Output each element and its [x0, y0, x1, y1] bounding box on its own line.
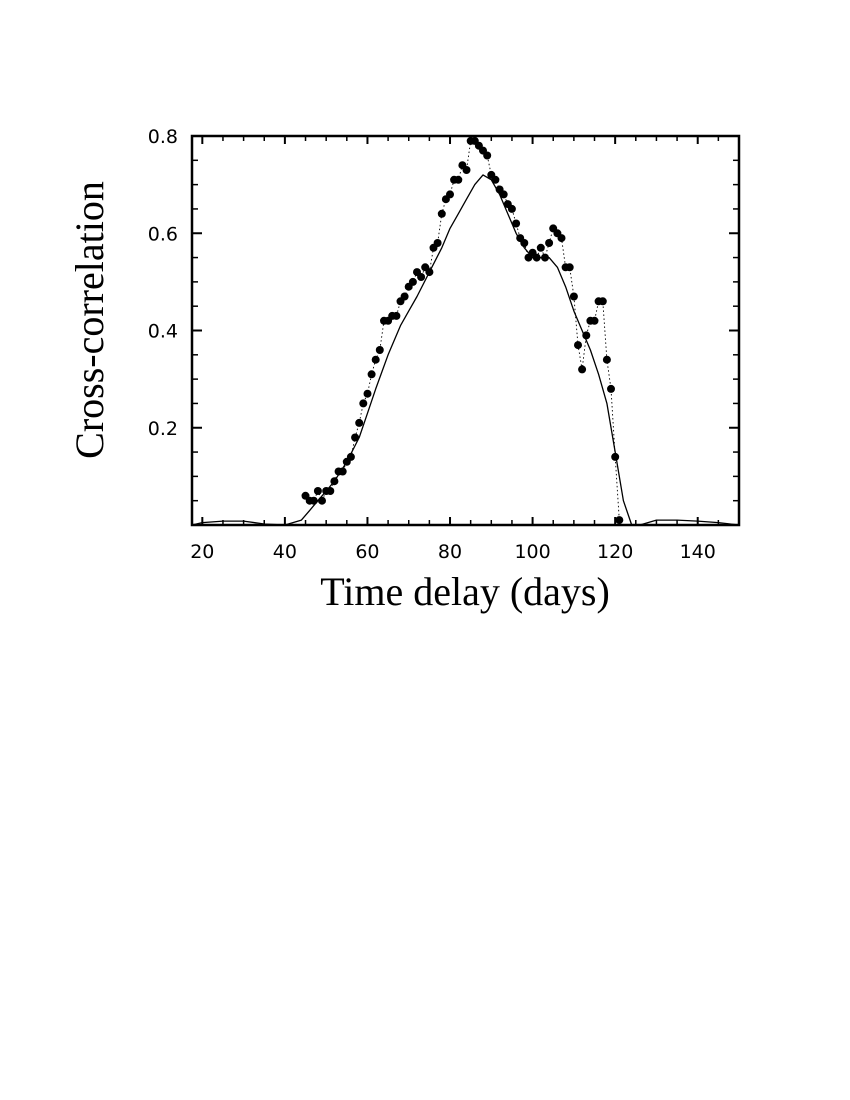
data-point	[578, 365, 587, 374]
data-point	[338, 467, 347, 476]
data-point	[346, 452, 355, 461]
smooth-curve-line	[191, 174, 740, 526]
data-point	[309, 496, 318, 505]
data-point	[545, 239, 554, 247]
data-point	[541, 253, 549, 262]
x-tick-label: 40	[273, 541, 297, 563]
x-tick-label: 20	[190, 541, 214, 563]
data-point	[375, 346, 384, 354]
data-point	[491, 175, 500, 184]
data-point	[574, 341, 582, 350]
data-point	[602, 355, 611, 364]
data-point	[446, 190, 454, 199]
x-tick-label: 100	[514, 541, 550, 563]
x-tick-label: 140	[680, 541, 716, 563]
data-point	[520, 239, 529, 247]
data-point	[417, 273, 426, 281]
data-point	[607, 384, 615, 393]
data-point	[615, 516, 624, 525]
data-points	[301, 136, 624, 525]
data-curves	[191, 140, 740, 526]
data-point	[557, 234, 566, 243]
data-point	[400, 292, 409, 301]
data-point	[532, 253, 541, 262]
data-point	[507, 204, 516, 213]
data-point	[392, 311, 401, 320]
y-tick-label: 0.2	[148, 418, 178, 440]
data-point	[318, 496, 326, 505]
data-point	[326, 487, 335, 495]
data-point	[313, 487, 322, 495]
axis-ticks	[192, 135, 740, 525]
data-point	[590, 316, 599, 325]
y-tick-label: 0.8	[148, 126, 178, 148]
data-point	[367, 370, 376, 379]
axis-tick-labels: 20 40 60 80 100 120 140 0.2 0.4 0.6 0.8	[148, 126, 716, 563]
data-point	[351, 433, 360, 442]
data-point	[330, 477, 339, 486]
data-point	[483, 151, 492, 160]
data-point	[536, 243, 545, 252]
data-point	[433, 239, 442, 247]
data-point	[565, 263, 574, 272]
data-point	[569, 292, 578, 301]
x-axis-label: Time delay (days)	[320, 569, 610, 614]
data-point	[598, 297, 607, 306]
data-point	[462, 166, 471, 174]
data-point	[363, 389, 372, 398]
data-point	[425, 268, 434, 277]
data-point	[408, 277, 417, 286]
y-tick-label: 0.6	[148, 223, 178, 245]
data-point	[582, 331, 591, 340]
x-tick-label: 120	[597, 541, 633, 563]
dotted-connecting-line	[305, 140, 620, 521]
data-point	[512, 219, 521, 228]
data-point	[437, 209, 446, 218]
data-point	[499, 190, 508, 199]
data-point	[454, 175, 463, 184]
data-point	[611, 452, 620, 461]
y-axis-label: Cross-correlation	[67, 181, 112, 459]
y-tick-label: 0.4	[148, 321, 178, 343]
data-point	[359, 399, 368, 408]
x-tick-label: 80	[438, 541, 462, 563]
x-tick-label: 60	[355, 541, 379, 563]
data-point	[355, 418, 364, 427]
plot-frame	[190, 134, 741, 527]
data-point	[371, 355, 380, 364]
